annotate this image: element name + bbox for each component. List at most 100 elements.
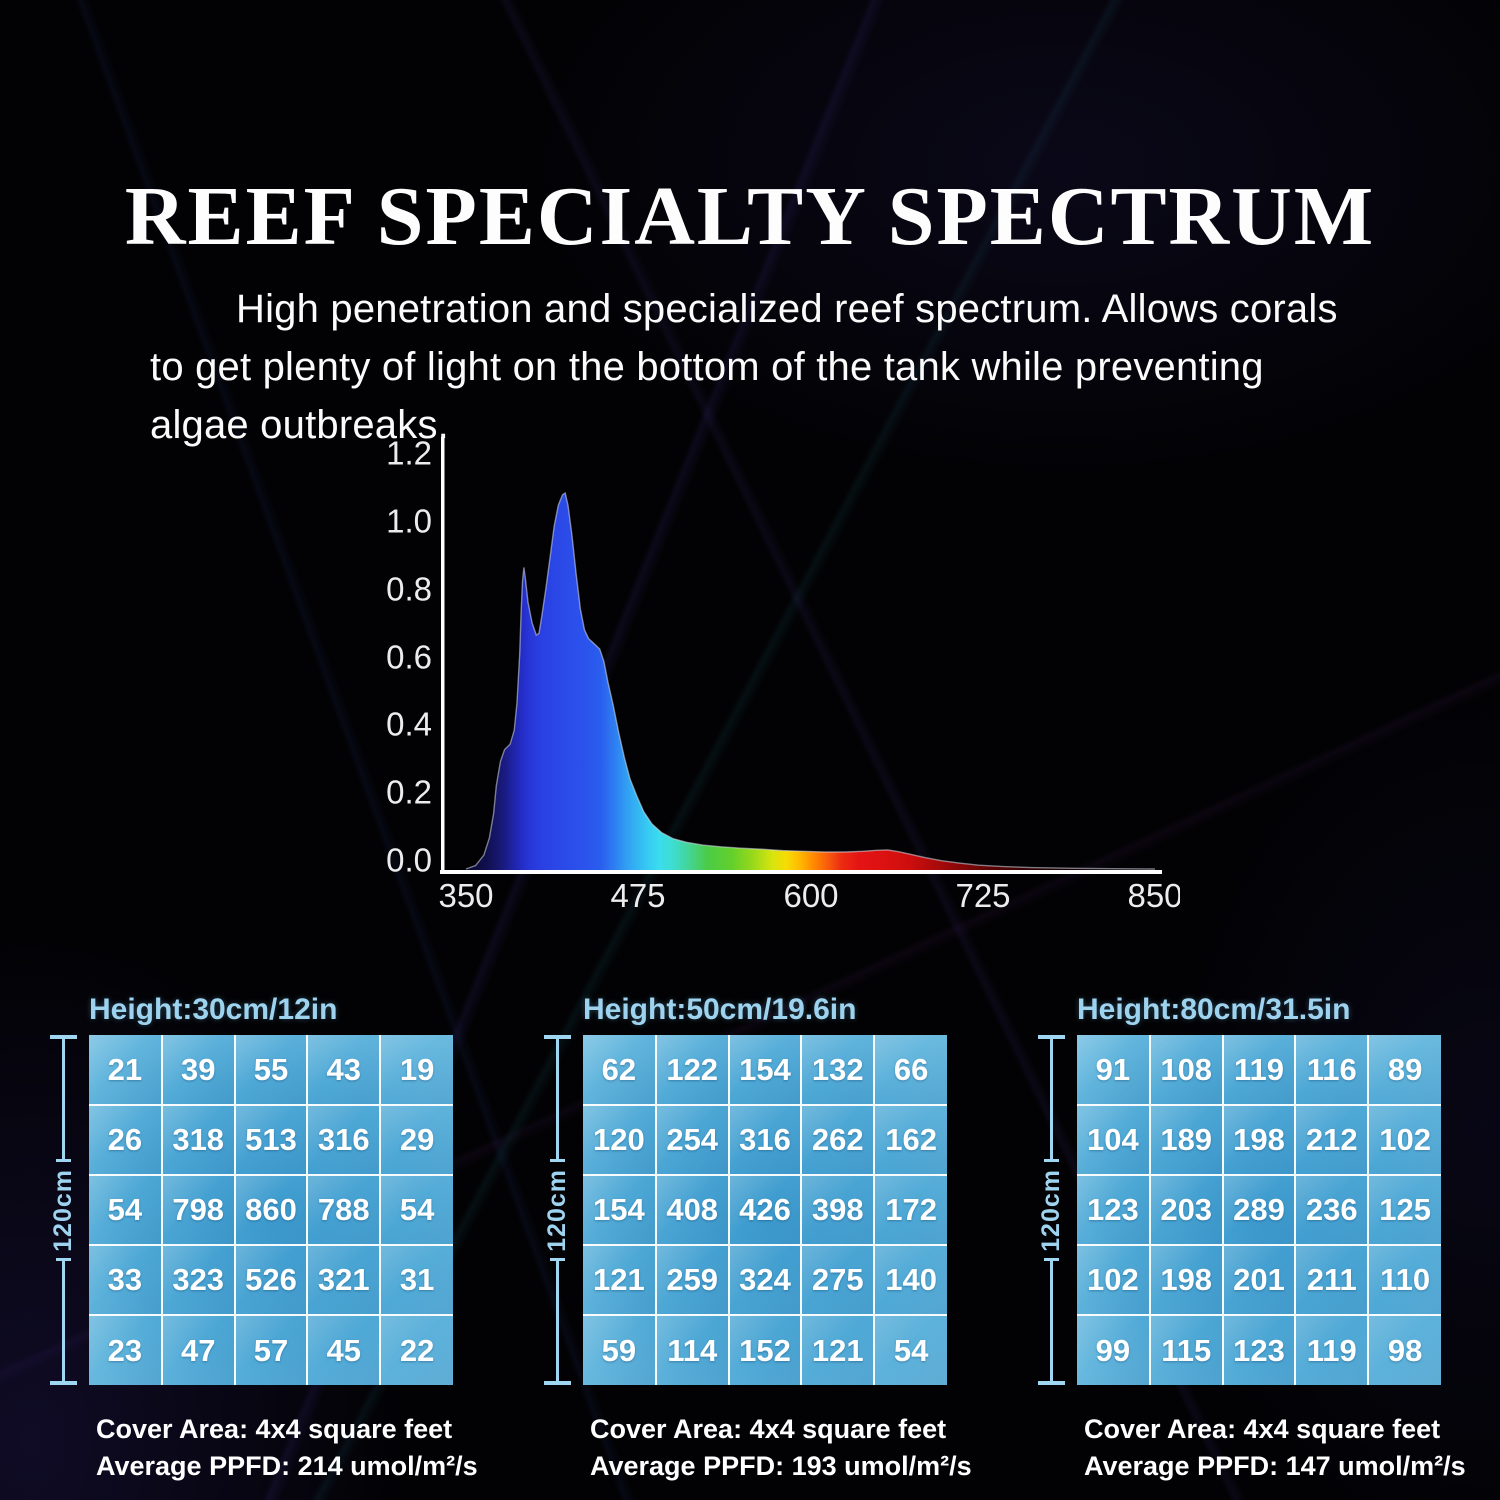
grid-cell: 408 xyxy=(655,1175,729,1245)
grid-cell: 119 xyxy=(1222,1035,1296,1105)
grid-cell: 189 xyxy=(1149,1105,1223,1175)
avg-ppfd-text: Average PPFD: 147 umol/m²/s xyxy=(1084,1451,1466,1481)
bracket-bottom-cap xyxy=(543,1381,571,1386)
bracket-bottom-cap xyxy=(49,1381,77,1386)
grid-cell: 172 xyxy=(874,1175,947,1245)
y-tick-3: 0.6 xyxy=(386,639,432,676)
grid-cell: 22 xyxy=(380,1315,453,1385)
grid-cell: 316 xyxy=(307,1105,381,1175)
avg-ppfd-text: Average PPFD: 193 umol/m²/s xyxy=(590,1451,972,1481)
bracket-line xyxy=(1049,1039,1053,1159)
grid-cell: 115 xyxy=(1149,1315,1223,1385)
ppfd-grid: 91 108 119 116 89 104 189 198 212 102 123 203 289 236… xyxy=(1077,1035,1441,1385)
grid-cell: 321 xyxy=(307,1245,381,1315)
y-tick-1: 0.2 xyxy=(386,774,432,811)
page-title: REEF SPECIALTY SPECTRUM xyxy=(124,170,1376,264)
y-tick-2: 0.4 xyxy=(386,706,432,743)
grid-cell: 62 xyxy=(583,1035,656,1105)
grid-cell: 323 xyxy=(161,1245,235,1315)
grid-cell: 19 xyxy=(380,1035,453,1105)
grid-cell: 132 xyxy=(801,1035,875,1105)
grid-cell: 54 xyxy=(380,1175,453,1245)
bracket-label: 120cm xyxy=(48,1168,77,1252)
table-height-label: Height:50cm/19.6in xyxy=(583,993,857,1026)
bracket-label: 120cm xyxy=(1036,1168,1065,1252)
grid-cell: 513 xyxy=(234,1105,308,1175)
grid-cell: 198 xyxy=(1149,1245,1223,1315)
height-bracket: 120cm xyxy=(46,1035,80,1386)
table-caption: Cover Area: 4x4 square feet Average PPFD… xyxy=(590,1411,992,1485)
grid-cell: 398 xyxy=(801,1175,875,1245)
grid-cell: 57 xyxy=(234,1315,308,1385)
bracket-top-cap xyxy=(49,1035,77,1039)
ppfd-grid: 62 122 154 132 66 120 254 316 262 162 154 408 426 398… xyxy=(583,1035,947,1385)
y-axis-line xyxy=(441,437,445,874)
height-bracket: 120cm xyxy=(540,1035,574,1386)
bracket-line xyxy=(555,1039,559,1159)
grid-cell: 59 xyxy=(583,1315,656,1385)
bracket-line xyxy=(555,1261,559,1382)
spectrum-chart-svg: 0.0 0.2 0.4 0.6 0.8 1.0 1.2 350 475 600 … xyxy=(386,435,1180,915)
x-tick-725: 725 xyxy=(955,877,1010,914)
x-tick-850: 850 xyxy=(1127,877,1180,914)
grid-cell: 54 xyxy=(89,1175,162,1245)
cover-area-text: Cover Area: 4x4 square feet xyxy=(590,1414,947,1444)
grid-cell: 211 xyxy=(1295,1245,1369,1315)
grid-cell: 426 xyxy=(728,1175,802,1245)
grid-cell: 198 xyxy=(1222,1105,1296,1175)
grid-cell: 110 xyxy=(1368,1245,1441,1315)
y-tick-0: 0.0 xyxy=(386,842,432,879)
grid-cell: 154 xyxy=(728,1035,802,1105)
grid-cell: 116 xyxy=(1295,1035,1369,1105)
grid-cell: 275 xyxy=(801,1245,875,1315)
grid-cell: 316 xyxy=(728,1105,802,1175)
grid-cell: 526 xyxy=(234,1245,308,1315)
bracket-line xyxy=(61,1039,65,1159)
bracket-dash xyxy=(55,1158,71,1162)
grid-cell: 39 xyxy=(161,1035,235,1105)
ppfd-table-30cm: Height:30cm/12in 120cm 21 39 55 43 19 26 318 51… xyxy=(46,993,498,1485)
grid-cell: 122 xyxy=(655,1035,729,1105)
x-axis-line xyxy=(440,870,1162,874)
bracket-dash xyxy=(1043,1258,1059,1262)
ppfd-table-80cm: Height:80cm/31.5in 120cm 91 108 119 116 89 10… xyxy=(1034,993,1486,1485)
table-height-label: Height:80cm/31.5in xyxy=(1077,993,1351,1026)
grid-cell: 203 xyxy=(1149,1175,1223,1245)
grid-cell: 47 xyxy=(161,1315,235,1385)
ppfd-table-50cm: Height:50cm/19.6in 120cm 62 122 154 132 66 12… xyxy=(540,993,992,1485)
y-tick-4: 0.8 xyxy=(386,571,432,608)
grid-cell: 324 xyxy=(728,1245,802,1315)
grid-cell: 262 xyxy=(801,1105,875,1175)
x-tick-475: 475 xyxy=(610,877,665,914)
grid-cell: 212 xyxy=(1295,1105,1369,1175)
bracket-line xyxy=(61,1261,65,1382)
grid-cell: 54 xyxy=(874,1315,947,1385)
grid-cell: 798 xyxy=(161,1175,235,1245)
grid-cell: 66 xyxy=(874,1035,947,1105)
grid-cell: 102 xyxy=(1077,1245,1150,1315)
grid-cell: 31 xyxy=(380,1245,453,1315)
ppfd-grid: 21 39 55 43 19 26 318 513 316 29 54 798 860 788 54 33 32… xyxy=(89,1035,453,1385)
grid-cell: 43 xyxy=(307,1035,381,1105)
bracket-line xyxy=(1049,1261,1053,1382)
grid-cell: 29 xyxy=(380,1105,453,1175)
grid-cell: 236 xyxy=(1295,1175,1369,1245)
grid-cell: 45 xyxy=(307,1315,381,1385)
grid-cell: 91 xyxy=(1077,1035,1150,1105)
table-caption: Cover Area: 4x4 square feet Average PPFD… xyxy=(96,1411,498,1485)
bracket-top-cap xyxy=(1037,1035,1065,1039)
height-bracket: 120cm xyxy=(1034,1035,1068,1386)
y-tick-6: 1.2 xyxy=(386,435,432,472)
grid-cell: 98 xyxy=(1368,1315,1441,1385)
grid-cell: 123 xyxy=(1077,1175,1150,1245)
grid-cell: 26 xyxy=(89,1105,162,1175)
grid-cell: 120 xyxy=(583,1105,656,1175)
grid-cell: 121 xyxy=(801,1315,875,1385)
spectrum-curve-outline xyxy=(465,491,1156,870)
bracket-dash xyxy=(55,1258,71,1262)
bracket-dash xyxy=(549,1158,565,1162)
grid-cell: 114 xyxy=(655,1315,729,1385)
y-tick-5: 1.0 xyxy=(386,503,432,540)
grid-cell: 162 xyxy=(874,1105,947,1175)
grid-cell: 860 xyxy=(234,1175,308,1245)
